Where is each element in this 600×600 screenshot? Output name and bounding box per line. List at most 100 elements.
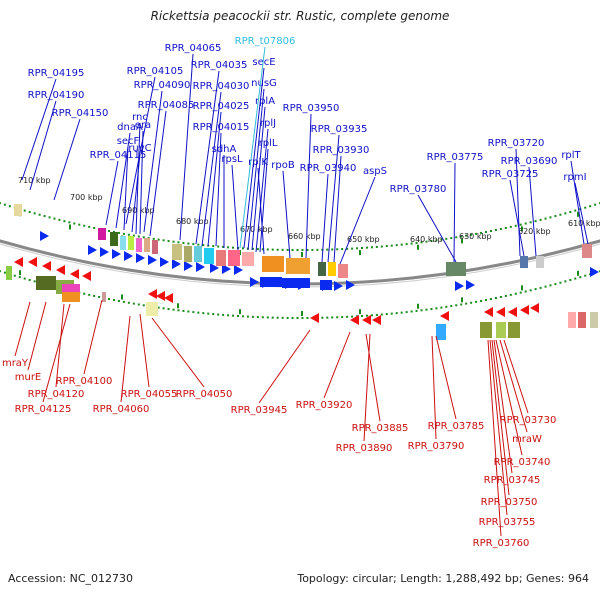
forward-gene-line-rpr-04150: [53, 118, 81, 201]
scale-dot-outer: [167, 240, 170, 243]
scale-dot-inner: [276, 316, 279, 319]
forward-gene-block: [184, 246, 192, 262]
reverse-gene-label-rpr-04125: RPR_04125: [15, 404, 72, 415]
scale-dot-outer: [485, 231, 487, 233]
scale-dot-outer: [316, 248, 319, 251]
reverse-gene-label-rpr-04060: RPR_04060: [93, 404, 150, 415]
scale-dot-inner: [336, 316, 339, 319]
scale-dot-outer: [494, 229, 497, 232]
scale-dot-outer: [470, 233, 473, 236]
forward-gene-arrow: [466, 280, 475, 290]
scale-dot-inner: [485, 299, 487, 301]
scale-dot-outer: [480, 231, 483, 234]
reverse-gene-arrow: [28, 257, 37, 267]
scale-dot-inner: [455, 304, 458, 307]
forward-gene-block: [338, 264, 348, 278]
scale-dot-outer: [455, 236, 458, 239]
scale-dot-inner: [450, 305, 453, 308]
scale-dot-outer: [489, 230, 492, 233]
scale-dot-outer: [68, 221, 71, 224]
forward-gene-label-rpr-03780: RPR_03780: [390, 184, 447, 195]
scale-dot-outer: [33, 212, 36, 215]
forward-gene-arrow: [112, 249, 121, 259]
forward-gene-block: [98, 228, 106, 240]
forward-gene-label-rpr-04035: RPR_04035: [191, 60, 248, 71]
scale-dot-outer: [152, 237, 155, 240]
scale-dot-inner: [400, 311, 403, 314]
forward-gene-arrow: [250, 277, 259, 287]
scale-dot-outer: [584, 206, 587, 209]
scale-tick-inner: [521, 285, 523, 291]
forward-gene-block: [228, 250, 240, 266]
forward-gene-block: [120, 236, 126, 250]
scale-dot-inner: [251, 315, 254, 318]
scale-tick-major: [301, 251, 303, 257]
reverse-gene-line-mray: [14, 301, 31, 357]
scale-dot-inner: [0, 270, 1, 273]
forward-gene-line-era: [139, 130, 144, 235]
forward-gene-label-rpr-04030: RPR_04030: [193, 81, 250, 92]
forward-gene-label-era: era: [135, 120, 151, 131]
scale-dot-outer: [132, 234, 135, 237]
accession-text: Accession: NC_012730: [8, 572, 134, 585]
scale-dot-outer: [306, 248, 309, 251]
forward-gene-line-rpr-04035: [195, 70, 220, 245]
scale-dot-outer: [529, 221, 532, 224]
reverse-gene-block: [62, 292, 80, 302]
scale-label: 650 kbp: [347, 235, 380, 244]
scale-dot-inner: [237, 315, 239, 317]
reverse-gene-block: [508, 322, 520, 338]
scale-dot-outer: [256, 248, 259, 251]
scale-dot-inner: [514, 292, 517, 295]
map-title: Rickettsia peacockii str. Rustic, comple…: [150, 9, 450, 23]
scale-dot-inner: [529, 289, 532, 292]
scale-dot-outer: [504, 226, 507, 229]
reverse-gene-arrow: [372, 315, 381, 325]
reverse-gene-line-rpr-03945: [258, 329, 311, 404]
reverse-gene-arrow: [362, 315, 371, 325]
scale-dot-inner: [197, 311, 200, 314]
reverse-gene-line-rpr-03755: [489, 339, 508, 516]
scale-dot-outer: [172, 240, 175, 243]
scale-dot-inner: [202, 312, 205, 315]
scale-dot-outer: [554, 215, 557, 218]
scale-dot-inner: [177, 309, 180, 312]
forward-gene-line-rpr-04105: [125, 76, 156, 225]
scale-dot-outer: [23, 209, 26, 212]
reverse-gene-label-mray: mraY: [2, 358, 29, 369]
scale-dot-outer: [509, 225, 512, 228]
scale-tick-major: [521, 226, 523, 232]
scale-dot-outer: [212, 245, 215, 248]
scale-dot-inner: [460, 303, 463, 306]
scale-label: 680 kbp: [176, 217, 209, 226]
scale-tick-major: [359, 250, 361, 256]
scale-dot-outer: [589, 205, 592, 208]
forward-gene-line-rpr-04065: [179, 53, 194, 241]
forward-gene-label-rpr-04190: RPR_04190: [28, 90, 85, 101]
scale-dot-inner: [420, 309, 423, 312]
scale-dot-outer: [177, 241, 180, 244]
scale-dot-inner: [519, 291, 522, 294]
scale-dot-outer: [430, 240, 433, 243]
forward-gene-line-rpr-03725: [509, 179, 525, 257]
forward-gene-label-rpll: rplL: [259, 138, 278, 149]
scale-dot-inner: [494, 297, 497, 300]
forward-gene-block: [172, 244, 182, 260]
forward-gene-label-rpr-04150: RPR_04150: [52, 108, 109, 119]
scale-dot-inner: [559, 281, 562, 284]
reverse-gene-block: [590, 312, 598, 328]
scale-dot-outer: [420, 241, 423, 244]
scale-dot-outer: [544, 217, 547, 220]
scale-dot-outer: [122, 232, 125, 235]
reverse-gene-label-mure: murE: [15, 372, 42, 383]
forward-gene-block: [14, 204, 22, 216]
scale-label: 670 kbp: [240, 225, 273, 234]
scale-label: 640 kbp: [410, 235, 443, 244]
scale-dot-outer: [410, 242, 413, 245]
forward-gene-line-rpr-03720: [515, 148, 521, 257]
reverse-gene-label-mraw: mraW: [512, 434, 542, 445]
forward-gene-block: [128, 236, 134, 250]
scale-dot-inner: [430, 308, 433, 311]
reverse-gene-line-rpr-03750: [491, 339, 510, 496]
reverse-gene-line-rpr-04060: [120, 315, 131, 403]
